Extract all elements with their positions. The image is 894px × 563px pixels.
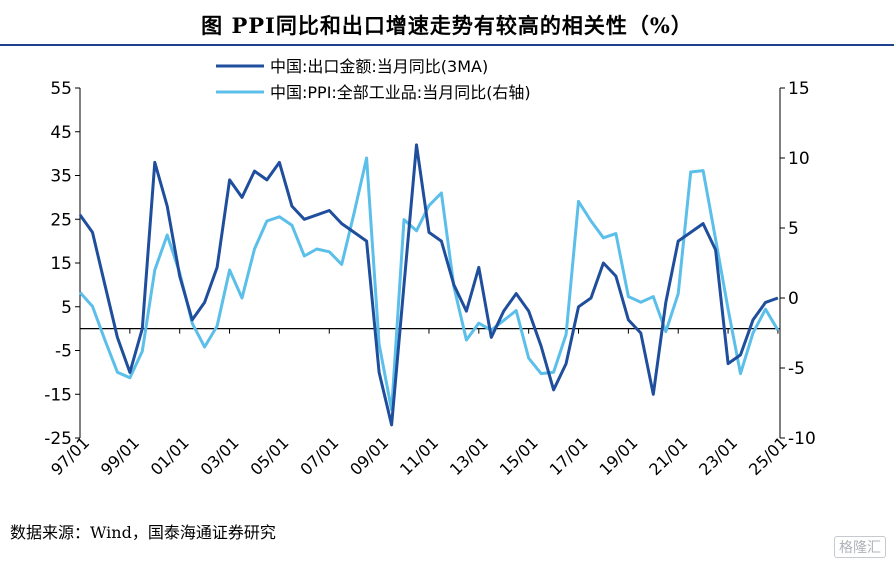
y-right-tick-label: -10 — [788, 429, 816, 449]
y-left-tick-label: 45 — [50, 123, 72, 143]
watermark: 格隆汇 — [834, 536, 886, 558]
x-tick-label: 21/01 — [645, 433, 691, 479]
y-left-tick-label: 55 — [50, 79, 72, 99]
legend-label: 中国:出口金额:当月同比(3MA) — [270, 57, 488, 76]
y-left-tick-label: 25 — [50, 210, 72, 230]
x-tick-label: 05/01 — [246, 433, 292, 479]
y-left-tick-label: 35 — [50, 167, 72, 187]
chart-title: 图 PPI同比和出口增速走势有较高的相关性（%） — [201, 13, 693, 38]
series-ppi-line — [78, 156, 780, 412]
series-export-line — [78, 143, 779, 427]
x-tick-label: 23/01 — [695, 433, 741, 479]
legend-label: 中国:PPI:全部工业品:当月同比(右轴) — [270, 83, 531, 102]
x-tick-label: 19/01 — [595, 433, 641, 479]
series-lines — [78, 143, 780, 427]
x-tick-label: 09/01 — [346, 433, 392, 479]
y-left-tick-label: 5 — [61, 298, 72, 318]
y-right-tick-label: 5 — [788, 219, 799, 239]
y-right-tick-label: 15 — [788, 79, 810, 99]
x-tick-label: 11/01 — [396, 433, 442, 479]
x-tick-label: 13/01 — [446, 433, 492, 479]
y-right-tick-label: 0 — [788, 289, 799, 309]
y-left-tick-label: -15 — [44, 385, 72, 405]
x-tick-label: 07/01 — [296, 433, 342, 479]
y-right-tick-label: -5 — [788, 359, 805, 379]
x-tick-label: 15/01 — [496, 433, 542, 479]
y-right-tick-label: 10 — [788, 149, 810, 169]
y-left-tick-label: -25 — [44, 429, 72, 449]
y-left-tick-label: 15 — [50, 254, 72, 274]
x-tick-label: 25/01 — [745, 433, 791, 479]
title-bar: 图 PPI同比和出口增速走势有较高的相关性（%） — [0, 0, 894, 46]
x-tick-label: 99/01 — [97, 433, 143, 479]
legend: 中国:出口金额:当月同比(3MA) 中国:PPI:全部工业品:当月同比(右轴) — [216, 57, 531, 102]
x-tick-label: 03/01 — [197, 433, 243, 479]
source-note: 数据来源：Wind，国泰海通证券研究 — [10, 523, 276, 542]
x-tick-label: 01/01 — [147, 433, 193, 479]
y-left-tick-label: -5 — [55, 342, 72, 362]
x-tick-label: 17/01 — [546, 433, 592, 479]
